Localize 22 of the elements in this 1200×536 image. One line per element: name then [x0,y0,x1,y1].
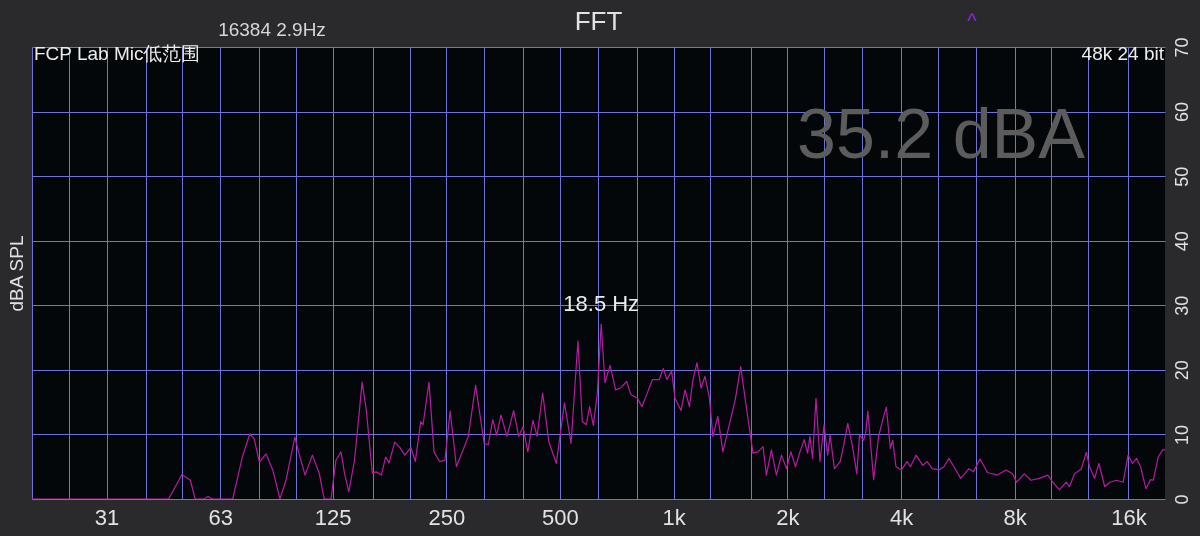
x-tick-label: 2k [776,504,801,530]
y-tick-label: 60 [1171,102,1192,123]
x-tick-label: 4k [889,504,915,530]
y-tick-label: 50 [1171,166,1192,187]
y-tick-label: 30 [1171,295,1192,316]
x-tick-label: 31 [94,504,120,530]
y-tick-label: 10 [1171,424,1192,445]
y-tick-label: 40 [1171,231,1192,252]
y-tick-label: 70 [1171,37,1192,58]
y-axis-title: dBA SPL [5,235,27,312]
x-tick-label: 8k [1003,504,1028,530]
x-tick-label: 16k [1111,504,1148,530]
text: 16384 2.9Hz [218,19,326,40]
x-tick-label: 63 [208,504,233,530]
y-tick-label: 0 [1171,494,1192,505]
y-tick-label: 20 [1171,360,1192,381]
chart-title: FFT [574,6,623,36]
x-tick-label: 250 [428,504,466,530]
x-tick-label: 125 [314,504,352,530]
x-tick-label: 1k [662,504,687,530]
x-tick-label: 500 [542,504,579,530]
text: ^ [967,10,978,32]
